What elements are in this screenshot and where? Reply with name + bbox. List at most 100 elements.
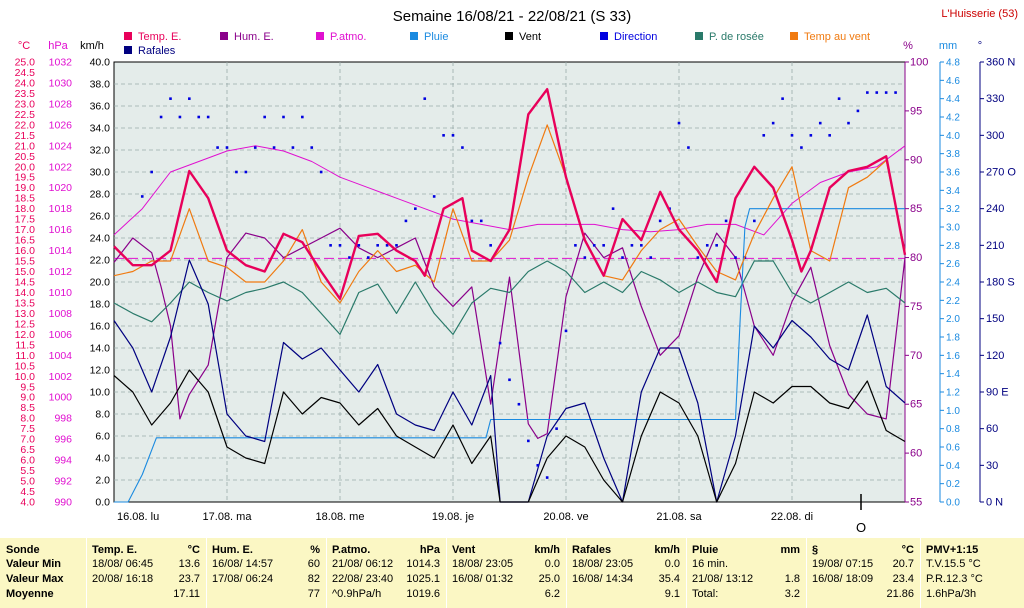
stats-label: 22/08/ 23:40 bbox=[332, 573, 394, 585]
point-direction bbox=[884, 91, 888, 94]
tick-rain: 3.4 bbox=[946, 186, 960, 197]
stats-row: 21/08/ 13:12 1.8 bbox=[692, 573, 800, 587]
x-tick-day: 18.08. me bbox=[316, 511, 365, 523]
tick-rain: 4.2 bbox=[946, 113, 960, 124]
stats-value: 9.1 bbox=[664, 588, 680, 600]
tick-rain: 2.0 bbox=[946, 314, 960, 325]
tick-pressure: 1020 bbox=[49, 182, 73, 194]
point-direction bbox=[432, 195, 436, 198]
point-direction bbox=[753, 219, 756, 223]
axis-units: °C hPa km/h% mm ° bbox=[18, 40, 982, 52]
tick-temp: 15.5 bbox=[15, 256, 36, 268]
tick-humidity: 95 bbox=[910, 105, 922, 117]
axis-unit-direction: ° bbox=[978, 40, 982, 52]
tick-temp: 22.0 bbox=[15, 119, 36, 131]
tick-pressure: 1012 bbox=[49, 266, 73, 278]
axis-unit-rain: mm bbox=[939, 40, 957, 52]
tick-temp: 10.0 bbox=[15, 371, 36, 383]
stats-column-title: Rafales bbox=[572, 544, 612, 556]
tick-wind: 38.0 bbox=[90, 79, 111, 91]
stats-label: 19/08/ 07:15 bbox=[812, 558, 874, 570]
stats-value: 21.86 bbox=[886, 588, 914, 600]
tick-humidity: 75 bbox=[910, 301, 922, 313]
tick-temp: 23.0 bbox=[15, 98, 36, 110]
stats-row: 9.1 bbox=[572, 588, 680, 602]
stats-value: 1.8 bbox=[784, 573, 800, 585]
tick-temp: 20.5 bbox=[15, 151, 36, 163]
legend-swatch bbox=[505, 32, 513, 40]
tick-pressure: 1026 bbox=[49, 119, 73, 131]
x-axis: 16.08. lu 17.08. ma 18.08. me 19.08. je 20.0… bbox=[117, 494, 866, 535]
stats-label: T.V.15.5 °C bbox=[926, 558, 981, 570]
tick-temp: 8.5 bbox=[20, 402, 35, 414]
legend-label: Temp au vent bbox=[804, 31, 870, 43]
stats-column: Vent km/h 18/08/ 23:05 0.0 16/08/ 01:32 25.0 6… bbox=[446, 538, 566, 608]
stats-value: 1019.6 bbox=[406, 588, 440, 600]
legend-label: P.atmo. bbox=[330, 31, 367, 43]
tick-pressure: 1016 bbox=[49, 224, 73, 236]
stats-label: 21/08/ 13:12 bbox=[692, 573, 754, 585]
stats-value: 82 bbox=[307, 573, 320, 585]
tick-temp: 9.5 bbox=[20, 381, 35, 393]
series-line-hum-e bbox=[113, 227, 906, 439]
tick-wind: 14.0 bbox=[90, 343, 111, 355]
stats-value: 20.7 bbox=[892, 558, 914, 570]
stats-value: 17.11 bbox=[173, 588, 200, 600]
tick-direction: 300 bbox=[986, 130, 1004, 142]
stats-value: 25.0 bbox=[538, 573, 560, 585]
legend-label: Pluie bbox=[424, 31, 448, 43]
point-direction bbox=[272, 146, 276, 149]
point-direction bbox=[206, 115, 210, 119]
point-direction bbox=[705, 244, 709, 247]
tick-direction: 120 bbox=[986, 350, 1004, 362]
tick-pressure: 1030 bbox=[49, 77, 73, 89]
tick-temp: 13.0 bbox=[15, 308, 36, 320]
point-direction bbox=[140, 195, 144, 198]
stats-column: Sonde Valeur Min Valeur Max Moyenne bbox=[0, 538, 86, 608]
tick-rain: 4.0 bbox=[946, 131, 960, 142]
tick-temp: 16.0 bbox=[15, 245, 36, 257]
point-direction bbox=[771, 121, 775, 125]
tick-temp: 6.0 bbox=[20, 455, 35, 467]
point-direction bbox=[489, 244, 492, 247]
stats-row: P.R.12.3 °C bbox=[926, 573, 1018, 587]
station-name: L'Huisserie (53) bbox=[941, 8, 1018, 20]
point-direction bbox=[781, 97, 784, 100]
x-tick-day: 21.08. sa bbox=[656, 511, 702, 523]
point-direction bbox=[564, 329, 568, 333]
stats-row: 17/08/ 06:24 82 bbox=[212, 573, 320, 587]
point-direction bbox=[527, 439, 530, 443]
series-line-pluie bbox=[114, 208, 905, 503]
stats-separator bbox=[686, 538, 687, 608]
point-direction bbox=[395, 244, 398, 247]
point-direction bbox=[197, 115, 201, 119]
tick-pressure: 994 bbox=[54, 455, 72, 467]
point-direction bbox=[592, 244, 596, 247]
tick-rain: 2.2 bbox=[946, 296, 960, 307]
tick-rain: 0.6 bbox=[946, 443, 960, 454]
tick-temp: 16.5 bbox=[15, 235, 36, 247]
tick-temp: 18.0 bbox=[15, 203, 36, 215]
point-direction bbox=[658, 219, 662, 223]
point-direction bbox=[479, 219, 483, 223]
tick-direction: 60 bbox=[986, 423, 998, 435]
point-direction bbox=[837, 97, 841, 100]
tick-pressure: 1004 bbox=[49, 350, 73, 362]
tick-temp: 21.0 bbox=[15, 140, 36, 152]
chart-title: Semaine 16/08/21 - 22/08/21 (S 33) bbox=[393, 8, 632, 25]
point-direction bbox=[856, 109, 860, 113]
point-direction bbox=[677, 121, 681, 125]
stats-column-unit: °C bbox=[901, 544, 914, 556]
point-direction bbox=[282, 115, 285, 119]
tick-pressure: 996 bbox=[54, 434, 72, 446]
tick-temp: 5.5 bbox=[20, 465, 35, 477]
stats-row: 6.2 bbox=[452, 588, 560, 602]
tick-humidity: 85 bbox=[910, 203, 922, 215]
tick-temp: 12.5 bbox=[15, 318, 36, 330]
tick-rain: 1.4 bbox=[946, 369, 960, 380]
legend-swatch bbox=[695, 32, 703, 40]
stats-label: 18/08/ 23:05 bbox=[572, 558, 634, 570]
tick-wind: 34.0 bbox=[90, 123, 111, 135]
legend-label: Hum. E. bbox=[234, 31, 274, 43]
stats-label: Total: bbox=[692, 588, 719, 600]
